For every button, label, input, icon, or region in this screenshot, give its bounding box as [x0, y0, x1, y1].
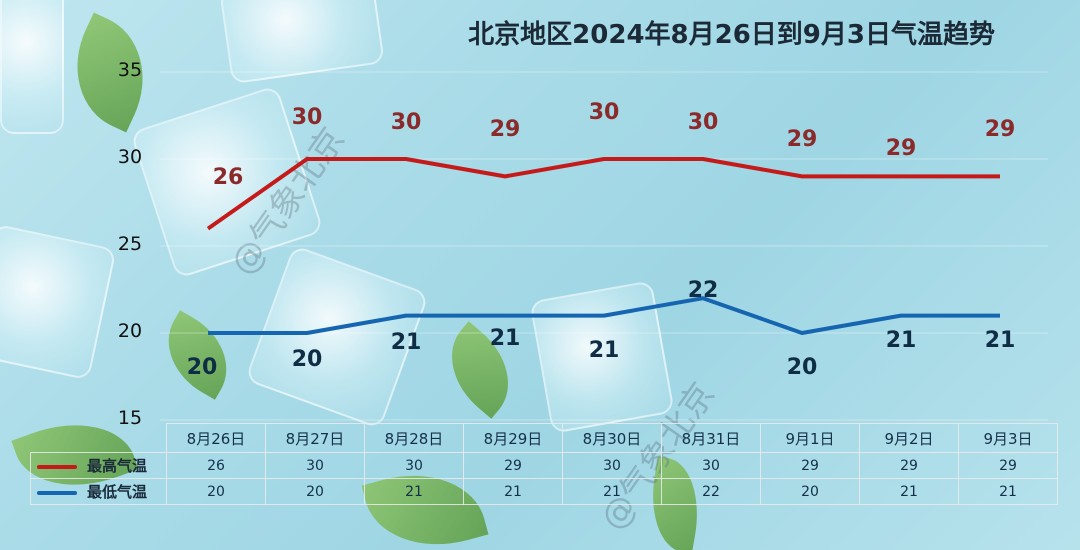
low-temp-data-label: 21 [588, 337, 620, 363]
table-date-header: 9月3日 [958, 423, 1058, 453]
table-corner [30, 423, 167, 453]
high-temp-data-label: 29 [885, 136, 917, 162]
high-temp-data-label: 30 [291, 105, 323, 130]
table-cell-low: 22 [661, 478, 761, 505]
table-header-row: 8月26日 8月27日 8月28日 8月29日 8月30日 8月31日 9月1日 9月2日 9月… [30, 423, 1058, 453]
table-cell-high: 30 [661, 452, 761, 479]
table-cell-low: 21 [562, 478, 662, 505]
table-cell-high: 29 [859, 452, 959, 479]
table-cell-low: 20 [166, 478, 266, 505]
high-temp-data-label: 26 [212, 164, 244, 190]
low-temp-data-label: 21 [390, 329, 422, 355]
low-temp-data-label: 21 [489, 325, 521, 351]
low-temp-line [208, 296, 1000, 335]
high-temp-data-label: 29 [489, 117, 521, 143]
legend-item-high: 最高气温 [30, 452, 167, 479]
table-row-high: 最高气温 26 30 30 29 30 30 29 29 29 [30, 452, 1058, 479]
low-temp-swatch-icon [37, 490, 77, 495]
table-cell-low: 20 [265, 478, 365, 505]
table-date-header: 9月1日 [760, 423, 860, 453]
high-temp-swatch-icon [37, 464, 77, 469]
table-date-header: 8月29日 [463, 423, 563, 453]
y-tick-label: 35 [117, 59, 143, 81]
low-temp-data-label: 20 [186, 355, 218, 380]
high-temp-line [206, 157, 1000, 231]
table-cell-low: 21 [958, 478, 1058, 505]
table-cell-high: 29 [760, 452, 860, 479]
table-cell-high: 30 [364, 452, 464, 479]
table-date-header: 8月26日 [166, 423, 266, 453]
table-cell-high: 29 [958, 452, 1058, 479]
y-tick-label: 30 [117, 146, 143, 168]
data-table: 8月26日 8月27日 8月28日 8月29日 8月30日 8月31日 9月1日 9月2日 9月… [30, 423, 1058, 505]
table-cell-high: 30 [265, 452, 365, 479]
low-temp-data-label: 20 [786, 355, 818, 380]
high-temp-data-label: 30 [588, 100, 620, 125]
legend-label-high: 最高气温 [87, 457, 148, 475]
table-row-low: 最低气温 20 20 21 21 21 22 20 21 21 [30, 478, 1058, 505]
table-cell-low: 21 [463, 478, 563, 505]
legend-label-low: 最低气温 [87, 483, 148, 501]
high-temp-data-label: 30 [687, 110, 719, 135]
high-temp-data-label: 29 [984, 117, 1016, 143]
table-date-header: 8月28日 [364, 423, 464, 453]
table-cell-low: 20 [760, 478, 860, 505]
high-temp-data-label: 30 [390, 110, 422, 135]
table-date-header: 8月27日 [265, 423, 365, 453]
y-tick-label: 20 [117, 320, 143, 342]
chart-title: 北京地区2024年8月26日到9月3日气温趋势 [468, 20, 995, 50]
table-cell-low: 21 [364, 478, 464, 505]
table-cell-high: 30 [562, 452, 662, 479]
table-cell-high: 26 [166, 452, 266, 479]
high-temp-data-label: 29 [786, 127, 818, 153]
low-temp-data-label: 20 [291, 347, 323, 372]
table-cell-low: 21 [859, 478, 959, 505]
table-date-header: 8月30日 [562, 423, 662, 453]
low-temp-data-label: 21 [885, 327, 917, 353]
table-date-header: 8月31日 [661, 423, 761, 453]
low-temp-data-label: 21 [984, 327, 1016, 353]
ice-cube-decoration [0, 0, 64, 134]
low-temp-data-label: 22 [687, 278, 719, 304]
legend-item-low: 最低气温 [30, 478, 167, 505]
table-date-header: 9月2日 [859, 423, 959, 453]
table-cell-high: 29 [463, 452, 563, 479]
y-tick-label: 25 [117, 233, 143, 255]
